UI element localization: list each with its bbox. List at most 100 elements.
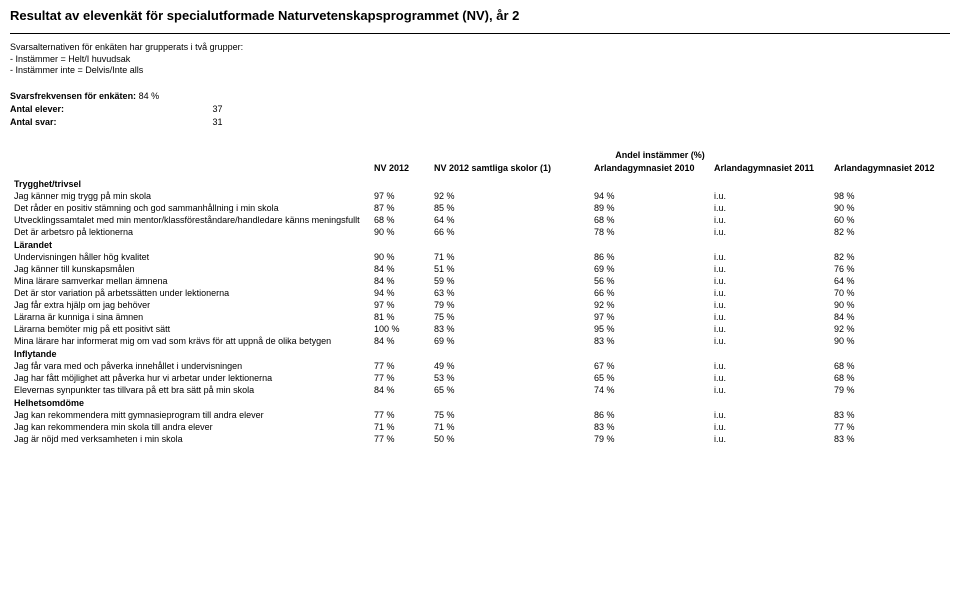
table-row: Jag är nöjd med verksamheten i min skola…: [10, 433, 950, 445]
col-header-arl-2012: Arlandagymnasiet 2012: [830, 162, 950, 177]
cell: 90 %: [370, 226, 430, 238]
cell: i.u.: [710, 263, 830, 275]
cell: i.u.: [710, 311, 830, 323]
table-row: Jag känner mig trygg på min skola97 %92 …: [10, 190, 950, 202]
cell: 92 %: [430, 190, 590, 202]
cell: 68 %: [370, 214, 430, 226]
cell: i.u.: [710, 323, 830, 335]
cell: 83 %: [830, 409, 950, 421]
col-header-arl-2010: Arlandagymnasiet 2010: [590, 162, 710, 177]
cell: 90 %: [830, 299, 950, 311]
cell: 69 %: [590, 263, 710, 275]
cell: 65 %: [430, 384, 590, 396]
cell: i.u.: [710, 275, 830, 287]
table-row: Jag får extra hjälp om jag behöver97 %79…: [10, 299, 950, 311]
cell: 75 %: [430, 311, 590, 323]
cell: 64 %: [430, 214, 590, 226]
row-label: Jag får vara med och påverka innehållet …: [10, 360, 370, 372]
table-row: Det är arbetsro på lektionerna90 %66 %78…: [10, 226, 950, 238]
row-label: Det råder en positiv stämning och god sa…: [10, 202, 370, 214]
table-row: Det råder en positiv stämning och god sa…: [10, 202, 950, 214]
row-label: Lärarna är kunniga i sina ämnen: [10, 311, 370, 323]
col-header-nv2012-all: NV 2012 samtliga skolor (1): [430, 162, 590, 177]
cell: 97 %: [370, 299, 430, 311]
stats-block: Svarsfrekvensen för enkäten: 84 % Antal …: [10, 91, 950, 127]
cell: 83 %: [590, 421, 710, 433]
cell: 82 %: [830, 251, 950, 263]
cell: 83 %: [590, 335, 710, 347]
cell: i.u.: [710, 287, 830, 299]
section-header: Inflytande: [10, 347, 950, 360]
table-row: Undervisningen håller hög kvalitet90 %71…: [10, 251, 950, 263]
stat-label: Antal svar:: [10, 117, 57, 127]
cell: 63 %: [430, 287, 590, 299]
cell: 74 %: [590, 384, 710, 396]
cell: 77 %: [370, 433, 430, 445]
cell: i.u.: [710, 433, 830, 445]
cell: 56 %: [590, 275, 710, 287]
cell: 97 %: [370, 190, 430, 202]
row-label: Jag är nöjd med verksamheten i min skola: [10, 433, 370, 445]
cell: 65 %: [590, 372, 710, 384]
cell: 71 %: [370, 421, 430, 433]
cell: 84 %: [370, 384, 430, 396]
cell: 78 %: [590, 226, 710, 238]
cell: i.u.: [710, 372, 830, 384]
cell: 81 %: [370, 311, 430, 323]
row-label: Lärarna bemöter mig på ett positivt sätt: [10, 323, 370, 335]
stat-label: Antal elever:: [10, 104, 64, 114]
cell: 86 %: [590, 251, 710, 263]
table-row: Jag har fått möjlighet att påverka hur v…: [10, 372, 950, 384]
cell: 82 %: [830, 226, 950, 238]
row-label: Undervisningen håller hög kvalitet: [10, 251, 370, 263]
intro-block: Svarsalternativen för enkäten har gruppe…: [10, 42, 950, 77]
cell: i.u.: [710, 409, 830, 421]
cell: 89 %: [590, 202, 710, 214]
cell: 79 %: [830, 384, 950, 396]
table-row: Jag kan rekommendera mitt gymnasieprogra…: [10, 409, 950, 421]
row-label: Det är stor variation på arbetssätten un…: [10, 287, 370, 299]
row-label: Det är arbetsro på lektionerna: [10, 226, 370, 238]
row-label: Jag har fått möjlighet att påverka hur v…: [10, 372, 370, 384]
intro-line: - Instämmer = Helt/I huvudsak: [10, 54, 950, 66]
cell: 90 %: [830, 202, 950, 214]
row-label: Jag kan rekommendera min skola till andr…: [10, 421, 370, 433]
cell: i.u.: [710, 226, 830, 238]
table-row: Det är stor variation på arbetssätten un…: [10, 287, 950, 299]
table-row: Lärarna är kunniga i sina ämnen81 %75 %9…: [10, 311, 950, 323]
cell: 92 %: [590, 299, 710, 311]
cell: i.u.: [710, 360, 830, 372]
cell: 53 %: [430, 372, 590, 384]
col-header-arl-2011: Arlandagymnasiet 2011: [710, 162, 830, 177]
section-header: Trygghet/trivsel: [10, 177, 950, 190]
section-header: Lärandet: [10, 238, 950, 251]
cell: 71 %: [430, 251, 590, 263]
cell: 97 %: [590, 311, 710, 323]
cell: 77 %: [370, 409, 430, 421]
cell: 64 %: [830, 275, 950, 287]
cell: 68 %: [830, 360, 950, 372]
cell: 49 %: [430, 360, 590, 372]
row-label: Jag känner mig trygg på min skola: [10, 190, 370, 202]
cell: 60 %: [830, 214, 950, 226]
section-header: Helhetsomdöme: [10, 396, 950, 409]
cell: i.u.: [710, 384, 830, 396]
cell: 71 %: [430, 421, 590, 433]
cell: i.u.: [710, 214, 830, 226]
table-row: Jag kan rekommendera min skola till andr…: [10, 421, 950, 433]
col-header-nv2012: NV 2012: [370, 162, 430, 177]
cell: 84 %: [370, 263, 430, 275]
stat-label: Svarsfrekvensen för enkäten:: [10, 91, 136, 101]
results-table: Andel instämmer (%) NV 2012 NV 2012 samt…: [10, 149, 950, 445]
table-super-header: Andel instämmer (%): [370, 149, 950, 162]
cell: 51 %: [430, 263, 590, 275]
cell: i.u.: [710, 202, 830, 214]
table-row: Lärarna bemöter mig på ett positivt sätt…: [10, 323, 950, 335]
row-label: Jag får extra hjälp om jag behöver: [10, 299, 370, 311]
cell: 85 %: [430, 202, 590, 214]
cell: 68 %: [830, 372, 950, 384]
intro-line: - Instämmer inte = Delvis/Inte alls: [10, 65, 950, 77]
row-label: Jag känner till kunskapsmålen: [10, 263, 370, 275]
row-label: Utvecklingssamtalet med min mentor/klass…: [10, 214, 370, 226]
cell: 79 %: [430, 299, 590, 311]
